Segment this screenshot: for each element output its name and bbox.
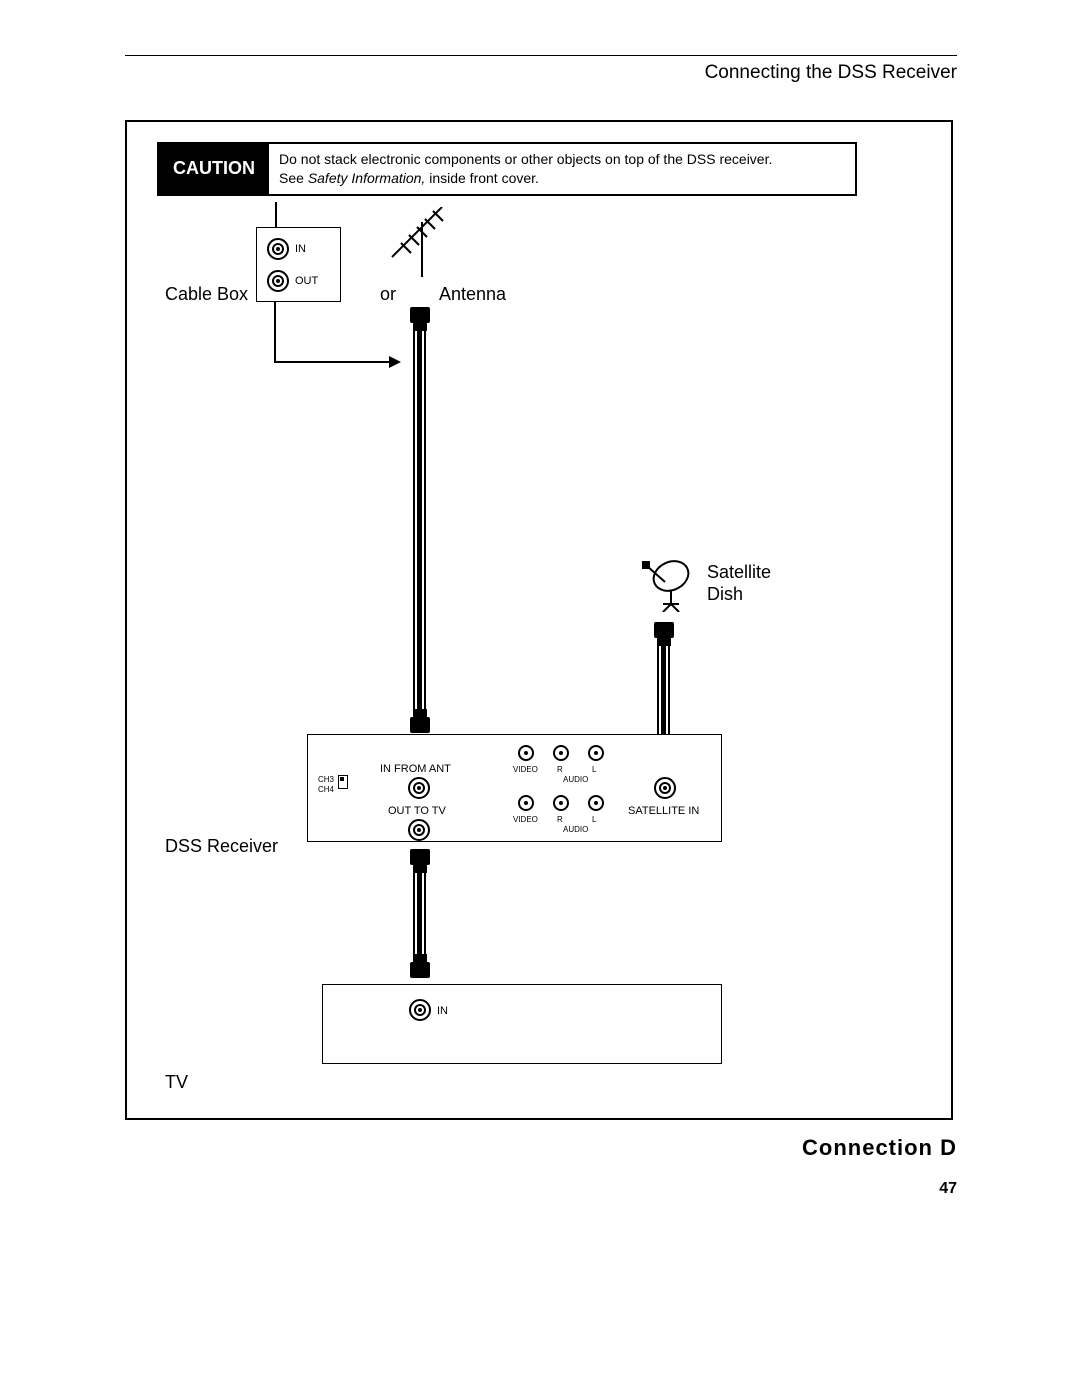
out-to-tv-label: OUT TO TV (388, 805, 446, 817)
rca-top-audio-label: AUDIO (563, 775, 588, 784)
satellite-in-jack (654, 777, 676, 799)
tv-label: TV (165, 1072, 188, 1093)
satellite-dish-label-1: Satellite (707, 562, 771, 583)
tv-coax-core (417, 862, 422, 962)
caution-line2-suf: inside front cover. (425, 170, 539, 186)
ch-switch (338, 775, 348, 789)
rca-top-video (518, 745, 534, 761)
figure-title: Connection D (802, 1135, 957, 1161)
satellite-dish-label-2: Dish (707, 584, 743, 605)
tv-in-jack (409, 999, 431, 1021)
tv-coax-bot-plug (410, 962, 430, 978)
rca-top-audio-r (553, 745, 569, 761)
dish-coax-right (668, 637, 670, 742)
cablebox-out-arrow (389, 356, 401, 368)
header-title: Connecting the DSS Receiver (705, 62, 957, 84)
page: Connecting the DSS Receiver CAUTION Do n… (0, 0, 1080, 1397)
antenna-label: Antenna (439, 284, 506, 305)
cable-box-label: Cable Box (165, 284, 248, 305)
caution-body: Do not stack electronic components or ot… (269, 144, 782, 194)
dss-receiver-box: CH3 CH4 IN FROM ANT OUT TO TV VIDEO R L … (307, 734, 722, 842)
antenna-coax-right (424, 322, 426, 717)
caution-label: CAUTION (159, 144, 269, 194)
antenna-coax-left (413, 322, 415, 717)
rca-bot-audio-r (553, 795, 569, 811)
rca-top-l-label: L (592, 765, 596, 774)
tv-box: IN (322, 984, 722, 1064)
rca-top-audio-l (588, 745, 604, 761)
rca-bot-r-label: R (557, 815, 563, 824)
cable-box-out-jack (267, 270, 289, 292)
tv-coax-right (424, 862, 426, 962)
dish-coax-left (657, 637, 659, 742)
antenna-coax-top-plug (410, 307, 430, 323)
rca-top-video-label: VIDEO (513, 765, 538, 774)
dish-coax-core (661, 637, 666, 742)
rca-bot-audio-l (588, 795, 604, 811)
dish-coax-top-plug (654, 622, 674, 638)
satellite-dish-icon (637, 552, 697, 612)
antenna-icon (377, 207, 467, 277)
dss-receiver-label: DSS Receiver (165, 836, 278, 857)
cable-box-out-label: OUT (295, 275, 318, 287)
rca-bot-l-label: L (592, 815, 596, 824)
rca-bot-video-label: VIDEO (513, 815, 538, 824)
cable-box: IN OUT (256, 227, 341, 302)
cablebox-out-hline (274, 361, 389, 363)
rca-bot-audio-label: AUDIO (563, 825, 588, 834)
cable-box-in-jack (267, 238, 289, 260)
tv-coax-left (413, 862, 415, 962)
or-label: or (380, 284, 396, 305)
in-from-ant-label: IN FROM ANT (380, 763, 451, 775)
header-rule (125, 55, 957, 56)
ch4-label: CH4 (318, 785, 334, 794)
caution-box: CAUTION Do not stack electronic componen… (157, 142, 857, 196)
rca-bot-video (518, 795, 534, 811)
antenna-coax-core (417, 322, 422, 717)
in-from-ant-jack (408, 777, 430, 799)
caution-line1: Do not stack electronic components or ot… (279, 151, 772, 167)
cable-box-in-label: IN (295, 243, 306, 255)
antenna-coax-bot-plug (410, 717, 430, 733)
out-to-tv-jack (408, 819, 430, 841)
diagram-frame: CAUTION Do not stack electronic componen… (125, 120, 953, 1120)
satellite-in-label: SATELLITE IN (628, 805, 699, 817)
caution-line2-pre: See (279, 170, 308, 186)
cable-box-lead (275, 202, 277, 227)
caution-line2-italic: Safety Information, (308, 170, 426, 186)
ch3-label: CH3 (318, 775, 334, 784)
cablebox-out-vline (274, 302, 276, 362)
page-number: 47 (939, 1180, 957, 1198)
tv-in-label: IN (437, 1005, 448, 1017)
rca-top-r-label: R (557, 765, 563, 774)
